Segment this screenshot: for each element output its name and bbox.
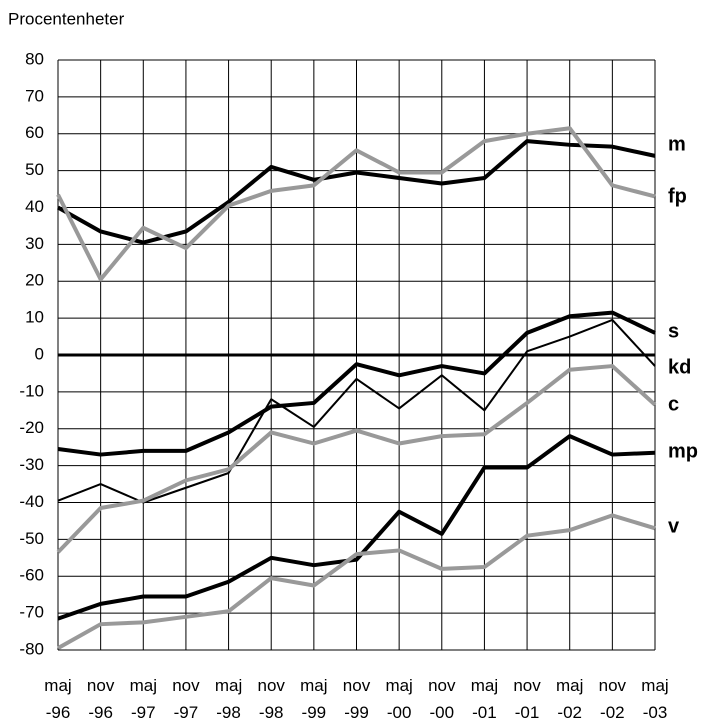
x-tick-label: maj -00 <box>385 676 413 722</box>
y-tick-label: 20 <box>25 271 44 290</box>
y-axis-label: Procentenheter <box>8 9 125 28</box>
y-tick-label: 0 <box>35 344 44 363</box>
y-tick-label: -20 <box>19 418 44 437</box>
series-line <box>57 139 656 245</box>
y-tick-label: 50 <box>25 160 44 179</box>
series-label: v <box>668 515 680 537</box>
series-label: fp <box>668 185 687 207</box>
x-tick-label: nov -99 <box>342 676 371 722</box>
y-tick-label: -40 <box>19 492 44 511</box>
x-tick-label: nov -00 <box>428 676 456 722</box>
series-label: kd <box>668 356 691 378</box>
series-line <box>57 310 656 457</box>
series-label: s <box>668 320 679 342</box>
x-tick-label: maj -98 <box>214 676 243 722</box>
y-tick-label: -50 <box>19 529 44 548</box>
x-tick-label: nov -01 <box>513 676 541 722</box>
y-tick-label: -80 <box>19 639 44 658</box>
y-tick-label: -30 <box>19 455 44 474</box>
x-tick-label: maj -96 <box>44 676 72 722</box>
x-tick-label: maj -03 <box>641 676 669 722</box>
series-label: c <box>668 393 679 415</box>
series-line <box>56 364 657 554</box>
y-tick-label: 60 <box>25 123 44 142</box>
y-tick-label: -10 <box>19 381 44 400</box>
series-line <box>57 513 656 650</box>
x-tick-label: maj -01 <box>470 676 499 722</box>
y-tick-label: 30 <box>25 234 44 253</box>
x-tick-label: nov -02 <box>598 676 627 722</box>
x-tick-label: nov -98 <box>257 676 285 722</box>
series-label: mp <box>668 440 698 462</box>
x-tick-label: nov -97 <box>172 676 200 722</box>
series-line <box>56 126 656 282</box>
series-line <box>57 434 656 621</box>
y-tick-label: -60 <box>19 566 44 585</box>
series-line <box>57 318 656 504</box>
x-tick-label: maj -99 <box>300 676 328 722</box>
series-label: m <box>668 133 686 155</box>
y-tick-label: 70 <box>25 86 44 105</box>
y-tick-label: 80 <box>25 49 44 68</box>
x-tick-label: nov -96 <box>86 676 115 722</box>
x-tick-label: maj -97 <box>129 676 157 722</box>
x-tick-label: maj -02 <box>556 676 584 722</box>
y-tick-label: 10 <box>25 308 44 327</box>
y-tick-label: -70 <box>19 603 44 622</box>
y-tick-label: 40 <box>25 197 44 216</box>
